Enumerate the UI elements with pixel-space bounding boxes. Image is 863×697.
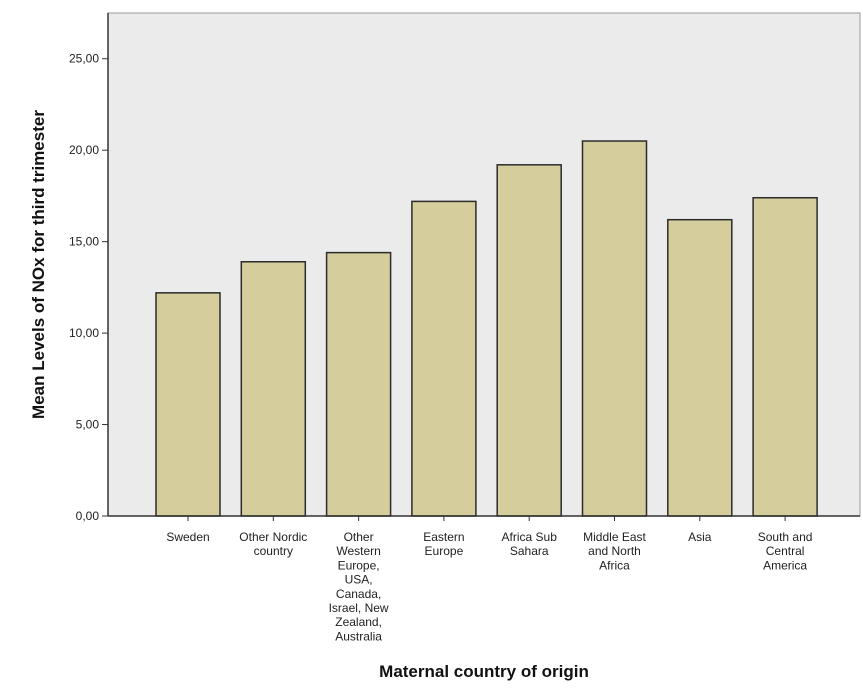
bar (155, 292, 221, 517)
y-tick-label: 0,00 (76, 509, 100, 523)
y-axis-ticks: 0,00 5,00 10,00 15,00 20,00 25,00 (69, 52, 108, 523)
y-tick-label: 20,00 (69, 143, 99, 157)
x-category-label: Other Nordic country (239, 530, 307, 558)
x-category-label: Other Western Europe, USA, Canada, Israel, Ne… (329, 530, 389, 643)
y-tick-label: 25,00 (69, 52, 99, 66)
bar (325, 251, 392, 517)
x-category-label: Middle East and North Africa (583, 530, 646, 572)
x-category-label: Africa Sub Sahara (502, 530, 558, 558)
bar (411, 200, 477, 517)
y-tick-label: 15,00 (69, 235, 99, 249)
x-axis-labels: Sweden Other Nordic country Other Western Eur… (166, 516, 812, 643)
x-category-label: Asia (688, 530, 712, 544)
y-tick-label: 10,00 (69, 326, 99, 340)
bar (496, 164, 562, 517)
bar (240, 261, 307, 517)
bar (667, 218, 733, 517)
x-category-label: Sweden (166, 530, 209, 544)
bar (581, 140, 648, 517)
bar-series (155, 140, 818, 517)
bar (752, 196, 818, 517)
y-axis-title: Mean Levels of NOx for third trimester (29, 110, 48, 419)
x-axis-title: Maternal country of origin (379, 662, 589, 681)
plot-area (107, 12, 861, 517)
x-category-label: South and Central America (758, 530, 813, 572)
x-category-label: Eastern Europe (423, 530, 464, 558)
y-tick-label: 5,00 (76, 418, 100, 432)
